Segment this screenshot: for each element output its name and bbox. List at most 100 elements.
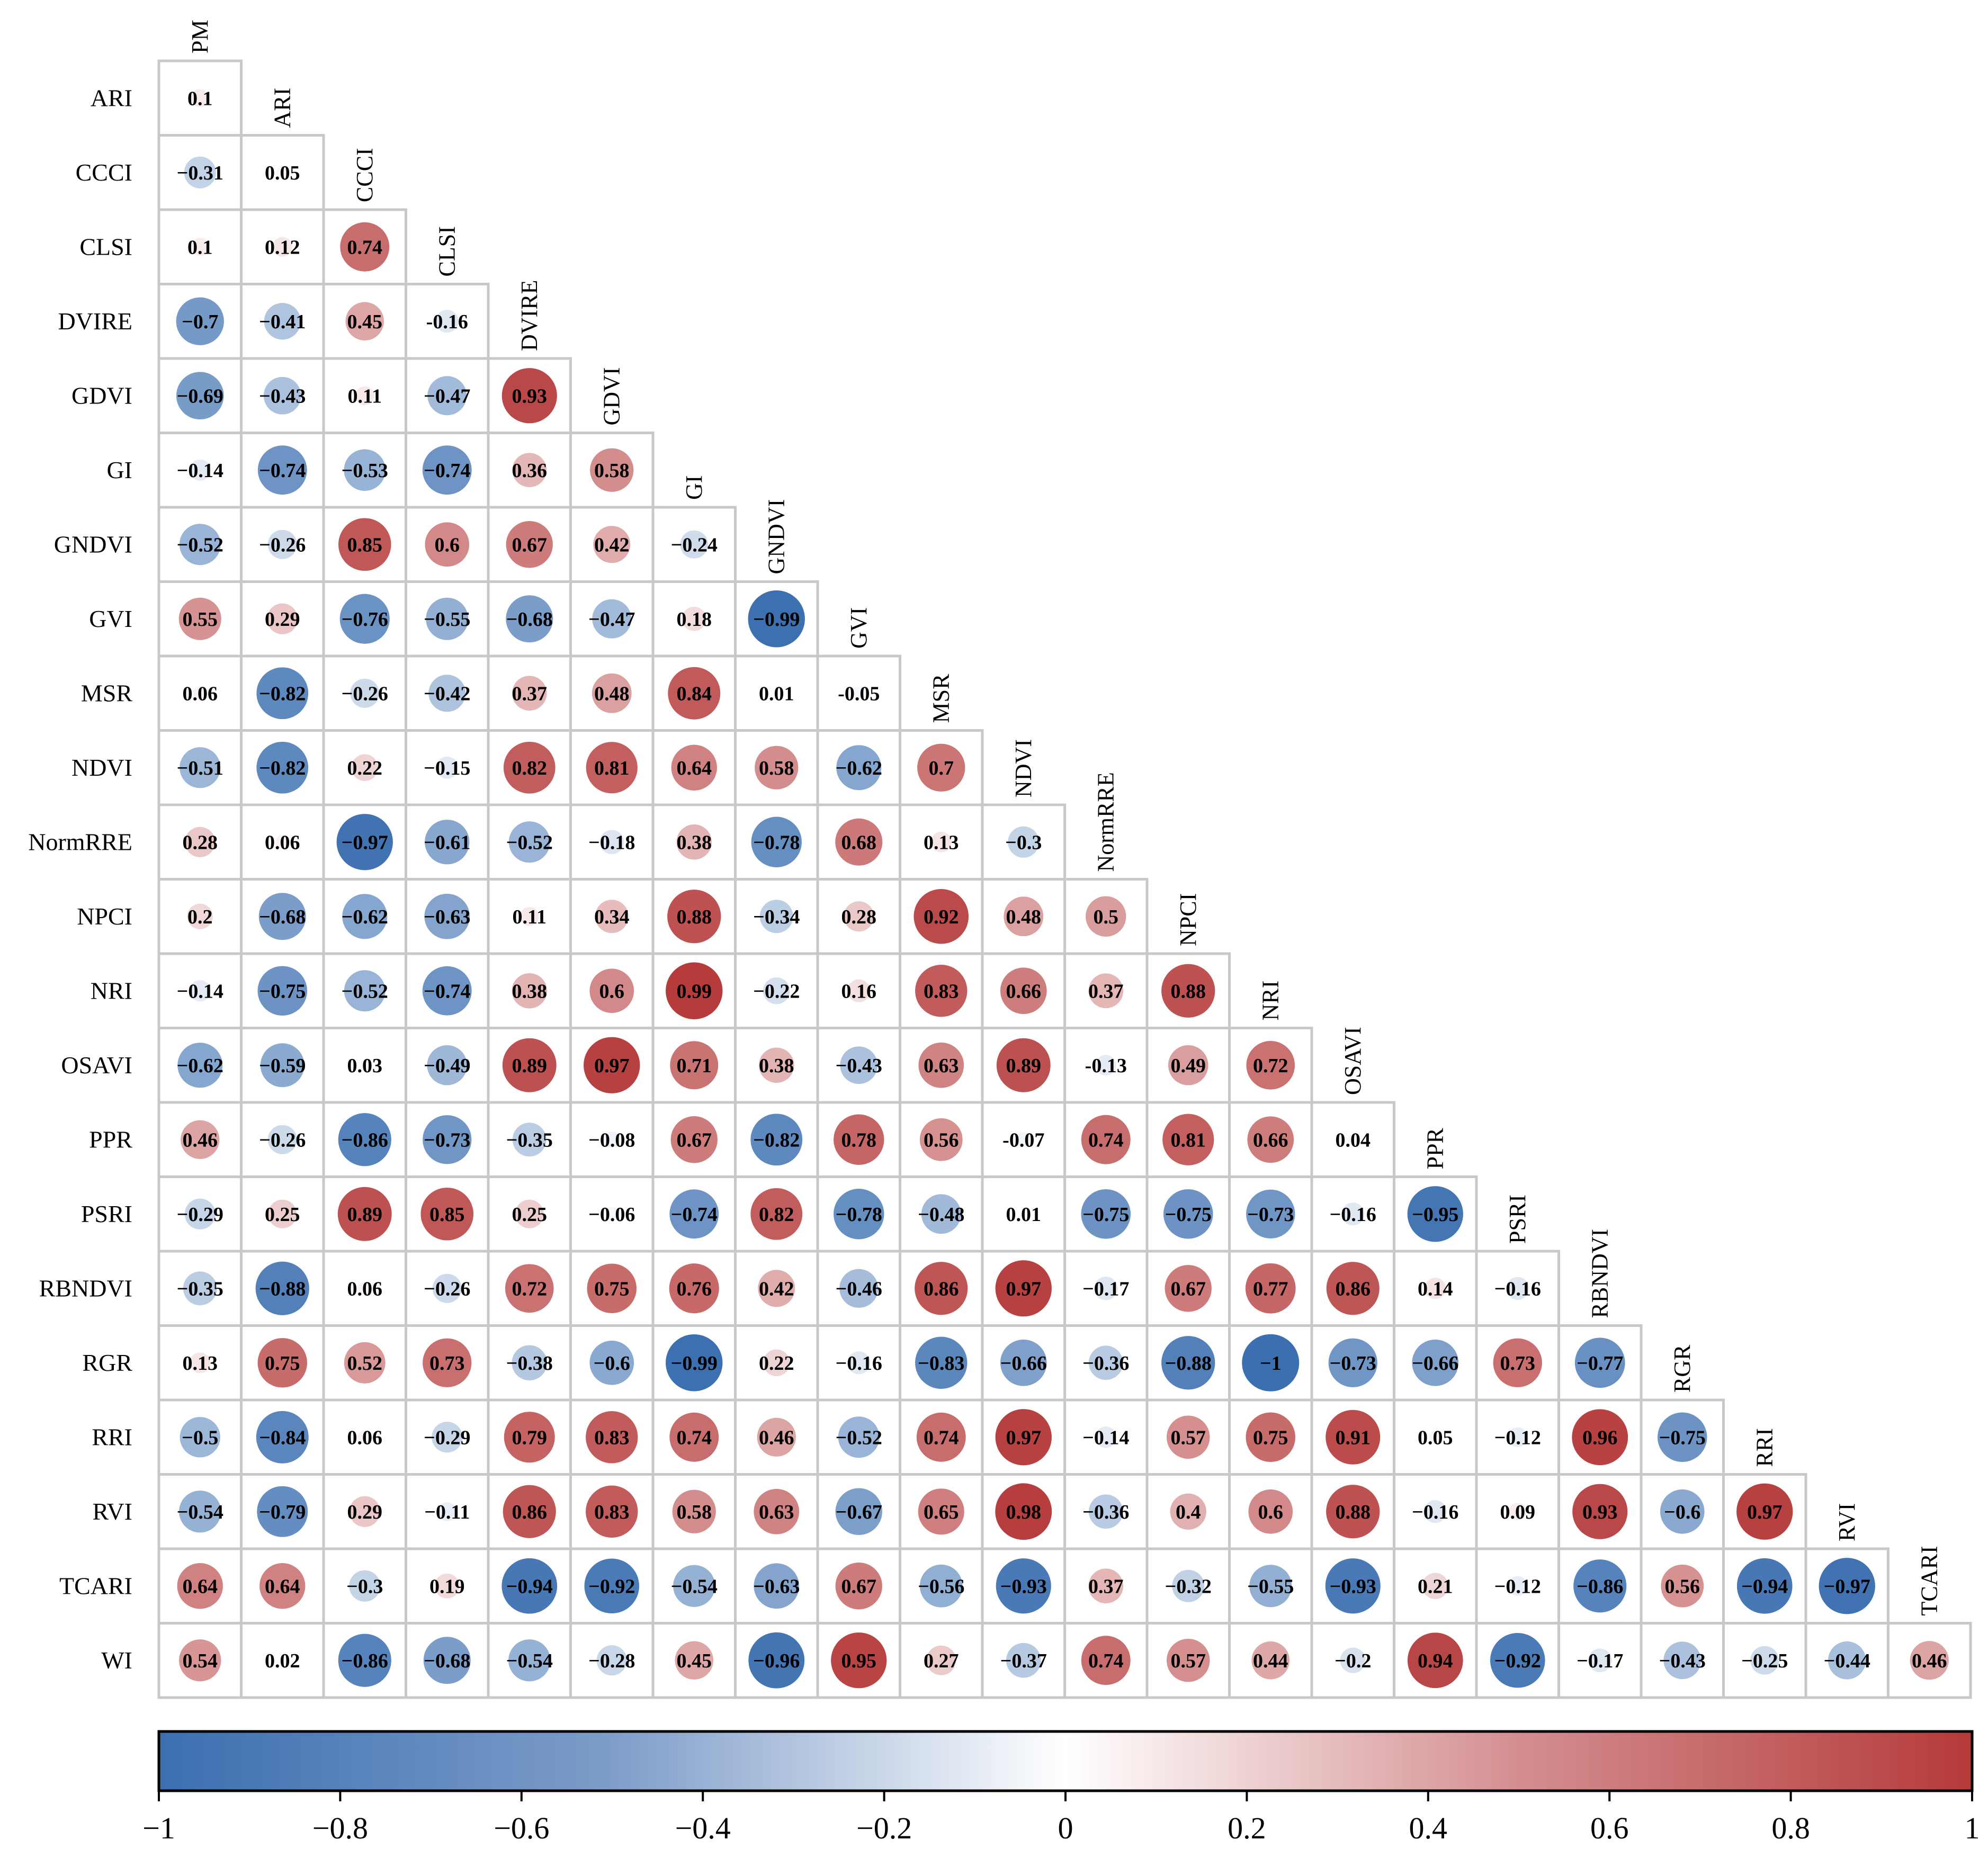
correlation-value: 0.64 xyxy=(677,757,712,779)
colorbar-tick-label: −1 xyxy=(142,1811,175,1845)
correlation-value: 0.11 xyxy=(348,385,382,407)
correlation-circle xyxy=(338,518,391,571)
correlation-value: 0.22 xyxy=(759,1352,794,1375)
correlation-value: −0.86 xyxy=(1577,1575,1623,1597)
correlation-circle xyxy=(596,1645,627,1676)
correlation-circle xyxy=(177,1043,223,1088)
correlation-value: 0.6 xyxy=(1258,1501,1284,1523)
correlation-value: 0.36 xyxy=(512,460,548,482)
correlation-circle xyxy=(835,1563,882,1610)
correlation-circle xyxy=(422,966,472,1016)
correlation-circle xyxy=(586,1411,638,1464)
correlation-circle xyxy=(437,1502,457,1521)
correlation-value: −0.43 xyxy=(1659,1650,1706,1672)
correlation-circle xyxy=(355,386,374,406)
correlation-circle xyxy=(185,827,216,857)
correlation-circle xyxy=(512,453,547,488)
correlation-value: −0.82 xyxy=(753,1129,800,1151)
correlation-value: 0.64 xyxy=(265,1575,300,1597)
correlation-value: −0.6 xyxy=(1664,1501,1700,1523)
correlation-circle xyxy=(424,893,470,939)
correlation-circle xyxy=(1490,1632,1545,1688)
correlation-circle xyxy=(599,830,624,855)
correlation-value: 0.89 xyxy=(512,1055,548,1077)
correlation-value: 0.58 xyxy=(594,460,630,482)
matrix-cell xyxy=(1310,1101,1395,1178)
correlation-value: 0.21 xyxy=(1418,1575,1453,1597)
correlation-value: −0.94 xyxy=(506,1575,553,1597)
correlation-value: −0.12 xyxy=(1494,1575,1541,1597)
correlation-value: 0.46 xyxy=(1912,1650,1947,1672)
correlation-value: −0.28 xyxy=(588,1650,635,1672)
row-label-ccci: CCCI xyxy=(76,159,132,186)
correlation-circle xyxy=(676,824,712,860)
correlation-value: −0.82 xyxy=(259,683,306,705)
correlation-value: 0.63 xyxy=(759,1501,794,1523)
correlation-value: 0.96 xyxy=(1582,1426,1618,1449)
correlation-circle xyxy=(268,1199,297,1228)
correlation-circle xyxy=(1246,1412,1296,1462)
column-label-gi: GI xyxy=(681,475,707,500)
correlation-circle xyxy=(267,603,298,634)
correlation-value: −0.26 xyxy=(424,1278,470,1300)
correlation-circle xyxy=(1429,1431,1442,1444)
correlation-circle xyxy=(586,1485,638,1538)
correlation-circle xyxy=(512,973,548,1009)
column-label-dvire: DVIRE xyxy=(516,280,542,351)
correlation-circle xyxy=(1249,1565,1292,1608)
correlation-value: 0.75 xyxy=(1253,1426,1288,1449)
correlation-circle xyxy=(338,1113,391,1166)
correlation-value: 0.06 xyxy=(347,1278,383,1300)
correlation-circle xyxy=(357,1281,372,1296)
correlation-circle xyxy=(1020,1211,1027,1217)
correlation-circle xyxy=(847,979,871,1002)
correlation-value: 0.85 xyxy=(347,534,383,556)
correlation-circle xyxy=(748,590,805,648)
correlation-circle xyxy=(336,814,393,870)
correlation-circle xyxy=(423,1637,471,1684)
correlation-value: 0.37 xyxy=(512,683,548,705)
correlation-circle xyxy=(1166,1415,1210,1459)
correlation-circle xyxy=(754,1488,800,1534)
correlation-circle xyxy=(1008,826,1040,858)
correlation-value: −0.76 xyxy=(342,608,388,631)
correlation-circle xyxy=(669,1412,719,1462)
correlation-value: 0.54 xyxy=(183,1650,218,1672)
correlation-circle xyxy=(915,1262,968,1315)
correlation-circle xyxy=(834,1114,884,1165)
correlation-value: 0.05 xyxy=(265,162,300,184)
correlation-circle xyxy=(838,1416,880,1458)
colorbar-tick-label: 0.4 xyxy=(1409,1811,1448,1845)
correlation-circle xyxy=(177,1563,223,1609)
correlation-value: -0.07 xyxy=(1002,1129,1044,1151)
correlation-circle xyxy=(1326,1485,1380,1539)
correlation-value: 0.58 xyxy=(759,757,794,779)
colorbar-tick-label: 1 xyxy=(1965,1811,1980,1845)
correlation-value: 0.02 xyxy=(265,1650,300,1672)
correlation-value: 0.86 xyxy=(1336,1278,1371,1300)
column-label-gndvi: GNDVI xyxy=(763,499,789,575)
correlation-circle xyxy=(1910,1641,1949,1680)
correlation-circle xyxy=(1573,1559,1627,1613)
correlation-value: −0.75 xyxy=(1659,1426,1706,1449)
column-label-pm: PM xyxy=(187,20,213,53)
correlation-value: 0.01 xyxy=(759,683,794,705)
correlation-value: −0.16 xyxy=(836,1352,882,1375)
correlation-circle xyxy=(592,599,632,639)
correlation-value: −0.49 xyxy=(424,1055,470,1077)
correlation-circle xyxy=(1095,1426,1117,1448)
colorbar-tick-label: −0.6 xyxy=(494,1811,549,1845)
correlation-circle xyxy=(921,1194,961,1234)
correlation-circle xyxy=(1574,1338,1625,1388)
correlation-value: 0.06 xyxy=(265,831,300,854)
correlation-circle xyxy=(423,1338,472,1387)
row-label-rri: RRI xyxy=(92,1423,132,1450)
correlation-value: 0.94 xyxy=(1418,1650,1453,1672)
correlation-value: −0.2 xyxy=(1335,1650,1371,1672)
correlation-circle xyxy=(605,1207,619,1221)
correlation-circle xyxy=(181,1120,220,1159)
correlation-value: −0.68 xyxy=(424,1650,470,1672)
correlation-circle xyxy=(180,747,221,788)
correlation-value: −0.35 xyxy=(177,1278,223,1300)
correlation-value: −0.55 xyxy=(424,608,470,631)
